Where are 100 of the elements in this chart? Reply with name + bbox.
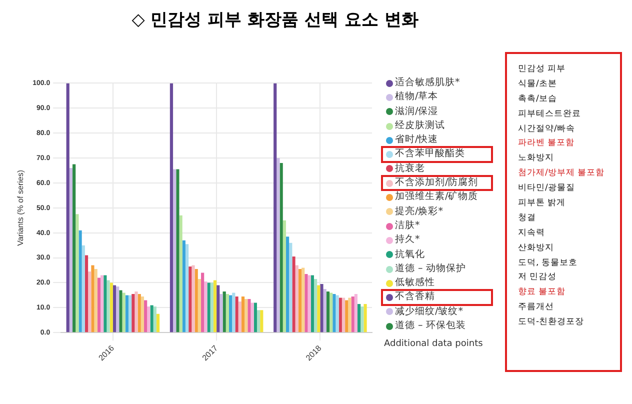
outline-box: 不含香精 <box>382 290 492 305</box>
legend-label: 道德 – 动物保护 <box>395 262 466 276</box>
text: 피부테스트완료 <box>518 108 582 121</box>
text: 노화방지 <box>518 152 555 166</box>
text: 민감성 피부 <box>518 63 567 76</box>
legend-label: 洁肤* <box>395 218 420 233</box>
legend-label: 省时/快速 <box>395 133 438 148</box>
bar <box>345 300 348 332</box>
text: 시간절약/빠속 <box>518 122 576 136</box>
bar <box>204 281 208 332</box>
bar <box>228 295 232 332</box>
bar <box>317 285 320 332</box>
legend-label: 抗衰老 <box>395 162 425 176</box>
bar <box>332 294 336 332</box>
bar <box>210 282 214 332</box>
bar <box>122 292 126 332</box>
bar <box>357 304 361 332</box>
bar <box>280 163 283 332</box>
bar <box>201 272 204 332</box>
bar <box>276 158 280 332</box>
text: 지속력 <box>518 226 546 240</box>
bar <box>330 292 333 332</box>
bar <box>185 244 189 332</box>
text: 첨가제/방부제 불포함 <box>518 167 606 180</box>
bar <box>207 282 210 332</box>
legend-label: 低敏感性 <box>395 276 435 290</box>
bar <box>69 168 73 332</box>
legend-label: 道德 – 环保包装 <box>395 319 466 334</box>
legend-label: 加强维生素/矿物质 <box>395 190 478 204</box>
bar <box>360 306 364 332</box>
legend-label: 植物/草本 <box>395 90 438 104</box>
bar <box>66 83 70 332</box>
legend-label: 不含苯甲酸酯类 <box>395 147 465 162</box>
bar <box>173 169 176 332</box>
bar <box>119 290 122 332</box>
bar <box>286 236 290 332</box>
bar <box>351 296 354 332</box>
bar <box>320 284 324 332</box>
bar <box>295 265 298 332</box>
bar <box>235 296 238 332</box>
bar <box>179 215 182 332</box>
bar <box>104 275 107 332</box>
text: 저 민감성 <box>518 271 558 284</box>
bar <box>308 275 311 332</box>
legend-label: 不含香精 <box>395 290 435 304</box>
text: 식물/초본 <box>518 78 558 91</box>
bar <box>156 314 160 332</box>
bar <box>198 279 202 332</box>
bar <box>132 294 135 332</box>
bar <box>364 304 367 332</box>
chart-title: ◇ 민감성 피부 화장품 선택 요소 변화 <box>130 9 420 31</box>
legend-label: 提亮/焕彩* <box>395 204 443 219</box>
bar <box>213 280 217 332</box>
text: Additional data points <box>383 339 484 350</box>
legend-label: 经皮肤测试 <box>395 118 445 133</box>
bar <box>182 240 186 332</box>
text: 도덕, 동물보호 <box>518 256 578 270</box>
bar <box>304 274 308 332</box>
legend-label: 减少细纹/皱纹* <box>395 304 463 319</box>
bar <box>144 300 148 332</box>
bar <box>153 306 156 332</box>
bar <box>170 83 174 332</box>
text: 파라벤 불포함 <box>518 137 576 150</box>
legend-label: 持久* <box>395 233 420 248</box>
bar <box>248 298 251 332</box>
bar <box>260 310 264 332</box>
bar <box>342 298 346 332</box>
bar <box>97 278 100 332</box>
bar <box>147 306 150 332</box>
bar <box>125 295 128 332</box>
outline-box: 不含添加剂/防腐剂 <box>382 176 492 190</box>
bar <box>76 214 79 332</box>
bar <box>194 269 198 332</box>
bar <box>226 294 229 332</box>
bar <box>192 265 195 332</box>
text: 산화방지 <box>518 242 555 255</box>
bar <box>338 298 342 332</box>
bar <box>244 298 248 332</box>
bar <box>256 310 260 332</box>
bar <box>134 291 138 332</box>
outline-box: 不含苯甲酸酯类 <box>382 147 492 162</box>
text: 촉촉/보습 <box>518 92 558 106</box>
bar <box>323 288 326 332</box>
bar <box>140 296 144 332</box>
bar <box>292 256 296 332</box>
bar <box>176 169 180 332</box>
legend-label: 不含添加剂/防腐剂 <box>395 176 478 190</box>
legend-label: 适合敏感肌肤* <box>395 76 460 90</box>
bar <box>128 295 132 332</box>
bar <box>354 294 358 332</box>
text: 청결 <box>518 212 537 225</box>
bar <box>302 268 305 332</box>
bar <box>138 294 141 332</box>
bar <box>222 291 226 332</box>
text: 피부톤 밝게 <box>518 197 567 210</box>
bar <box>100 275 104 332</box>
bar <box>116 286 120 332</box>
legend-label: 抗氧化 <box>395 248 425 262</box>
bar <box>250 302 254 332</box>
bar <box>82 245 85 332</box>
